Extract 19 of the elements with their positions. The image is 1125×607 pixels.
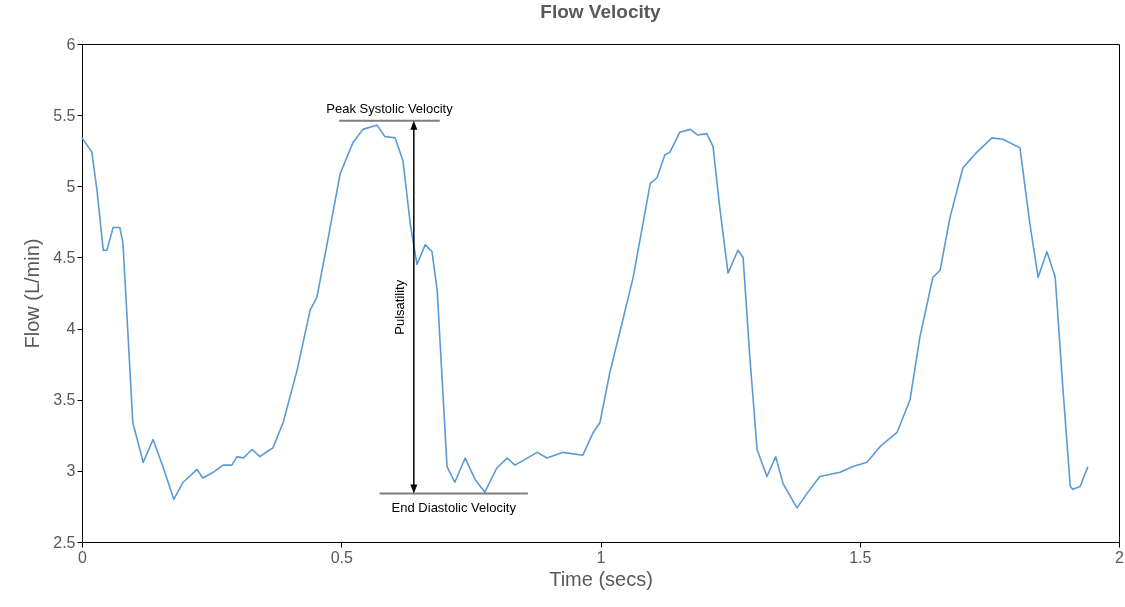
y-tick-label: 6 <box>66 35 76 53</box>
y-tick-label: 3 <box>66 462 76 480</box>
annotation: Pulsatility <box>391 279 407 335</box>
x-axis-title: Time (secs) <box>549 567 653 590</box>
y-tick-label: 4.5 <box>53 248 76 266</box>
y-tick-label: 5 <box>66 177 76 195</box>
x-tick-label: 2 <box>1115 548 1125 566</box>
x-tick-label: 0.5 <box>330 548 353 566</box>
y-tick-label: 5.5 <box>53 106 76 124</box>
x-tick-label: 1 <box>596 548 606 566</box>
y-tick-label: 4 <box>66 320 76 338</box>
ref-line-label: End Diastolic Velocity <box>391 499 517 515</box>
ref-line-label: Peak Systolic Velocity <box>326 100 454 116</box>
y-axis-title: Flow (L/min) <box>21 238 44 349</box>
x-tick-label: 1.5 <box>849 548 872 566</box>
y-tick-label: 2.5 <box>53 533 76 551</box>
chart-title: Flow Velocity <box>540 1 662 22</box>
x-tick-label: 0 <box>78 548 88 566</box>
y-tick-label: 3.5 <box>53 391 76 409</box>
